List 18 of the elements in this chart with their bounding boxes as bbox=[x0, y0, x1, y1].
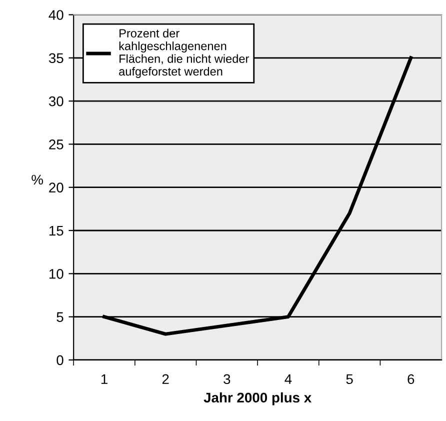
y-tick-label: 25 bbox=[49, 140, 64, 150]
y-tick-label: 15 bbox=[49, 226, 64, 236]
x-tick-label: 3 bbox=[224, 374, 230, 384]
x-tick-label: 1 bbox=[101, 374, 108, 384]
x-tick-label: 2 bbox=[162, 374, 169, 384]
y-tick-label: 40 bbox=[48, 10, 64, 20]
y-axis-title: % bbox=[32, 174, 43, 185]
x-tick-label: 5 bbox=[346, 374, 353, 384]
y-tick-label: 20 bbox=[49, 182, 64, 193]
y-tick-label: 0 bbox=[56, 355, 64, 366]
y-tick-label: 30 bbox=[48, 96, 64, 106]
x-tick-label: 4 bbox=[284, 374, 292, 384]
legend-label: Prozent der kahlgeschlagenenen Flächen, die nicht wieder aufgeforstet werden bbox=[119, 28, 249, 78]
x-axis-title: Jahr 2000 plus x bbox=[204, 392, 312, 406]
y-tick-label: 5 bbox=[56, 312, 64, 322]
x-tick-label: 6 bbox=[408, 374, 414, 384]
y-tick-label: 35 bbox=[48, 53, 64, 64]
y-tick-label: 10 bbox=[49, 268, 64, 279]
